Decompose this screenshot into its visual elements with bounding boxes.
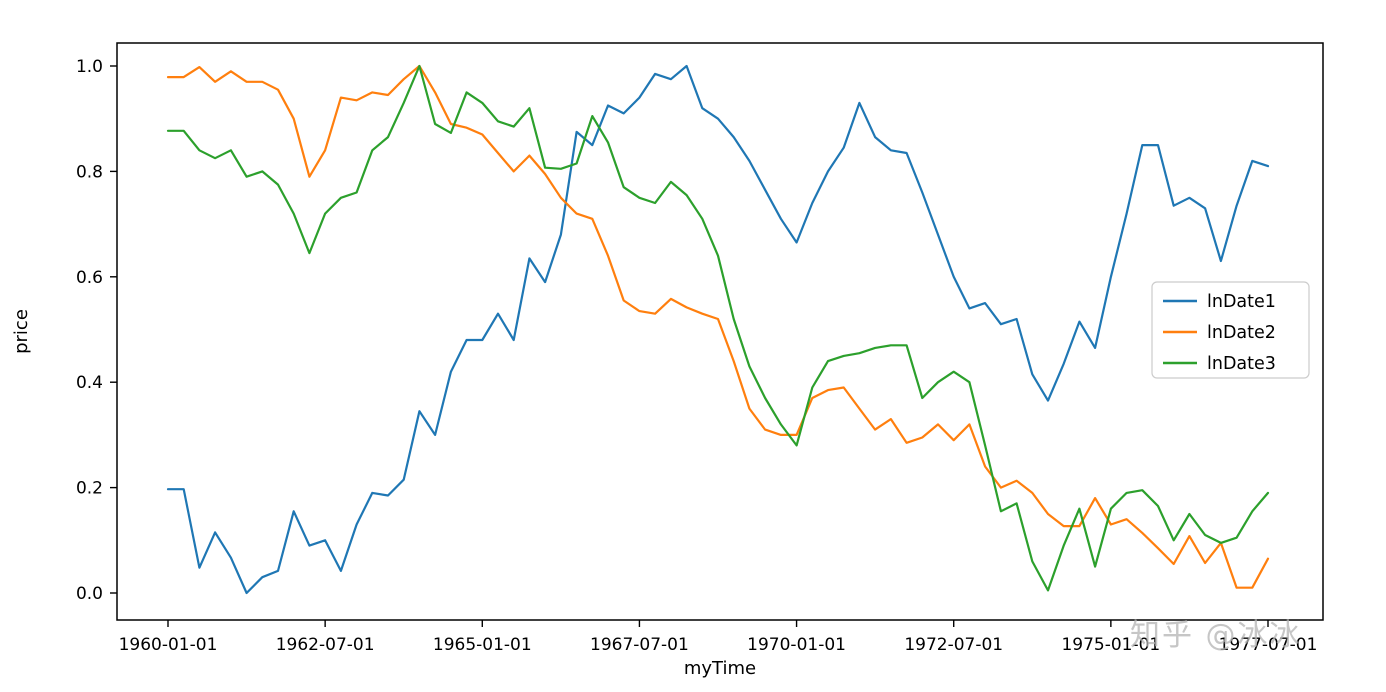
series-line-lnDate2 (166, 64, 1270, 589)
legend-label-lnDate3: lnDate3 (1207, 354, 1276, 374)
y-tick-label: 0.6 (76, 268, 103, 288)
y-tick-label: 0.4 (76, 373, 103, 393)
x-tick-label: 1972-07-01 (904, 635, 1003, 655)
legend-entries: lnDate1 lnDate2 lnDate3 (1163, 292, 1276, 374)
series-line-lnDate3 (166, 64, 1270, 592)
series-lines (166, 64, 1270, 595)
y-tick-label: 1.0 (76, 57, 103, 77)
x-axis-label: myTime (684, 658, 756, 679)
x-tick-label: 1962-07-01 (276, 635, 375, 655)
legend-box (1151, 281, 1310, 379)
watermark: 知乎 @冰冰 (1130, 618, 1302, 653)
y-axis-label: price (11, 309, 32, 354)
legend-label-lnDate1: lnDate1 (1207, 292, 1276, 312)
x-tick-label: 1970-01-01 (747, 635, 846, 655)
y-tick-label: 0.0 (76, 584, 103, 604)
x-tick-label: 1975-01-01 (1061, 635, 1160, 655)
x-tick-label: 1967-07-01 (590, 635, 689, 655)
x-axis-ticks: 1960-01-01 1962-07-01 1965-01-01 1967-07-01… (119, 620, 1318, 655)
series-line-lnDate1 (166, 64, 1270, 595)
plot-frame (116, 42, 1324, 621)
x-tick-label: 1960-01-01 (119, 635, 218, 655)
x-tick-label: 1977-07-01 (1219, 635, 1318, 655)
y-axis-ticks: 0.0 0.2 0.4 0.6 0.8 1.0 (76, 57, 117, 604)
y-tick-label: 0.8 (76, 162, 103, 182)
legend: lnDate1 lnDate2 lnDate3 (1151, 281, 1310, 379)
x-tick-label: 1965-01-01 (433, 635, 532, 655)
y-tick-label: 0.2 (76, 479, 103, 499)
legend-label-lnDate2: lnDate2 (1207, 323, 1276, 343)
